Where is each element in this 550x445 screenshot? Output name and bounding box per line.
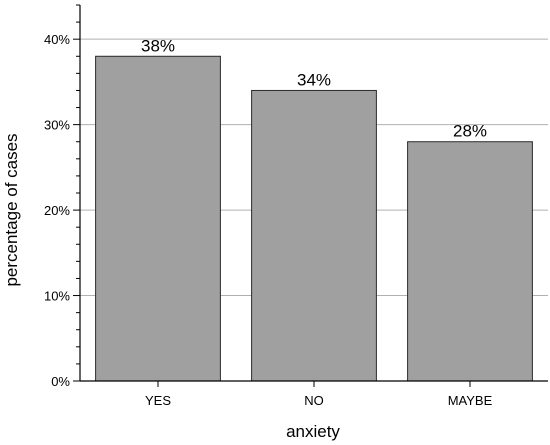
bars	[95, 55, 533, 382]
x-tick-label: MAYBE	[448, 393, 493, 408]
y-tick-label: 10%	[44, 289, 70, 304]
bar-yes	[95, 55, 221, 382]
y-tick-label: 20%	[44, 203, 70, 218]
data-label: 34%	[297, 70, 331, 89]
bar-maybe	[407, 141, 533, 382]
data-labels: 38% 34% 28%	[141, 36, 487, 140]
y-tick-label: 30%	[44, 118, 70, 133]
x-tick-label: YES	[145, 393, 171, 408]
y-tick-label: 40%	[44, 32, 70, 47]
data-label: 28%	[453, 122, 487, 141]
y-axis: 0% 10% 20% 30% 40%	[44, 4, 81, 389]
y-tick-label: 0%	[51, 374, 70, 389]
bar-no	[251, 89, 377, 382]
data-label: 38%	[141, 36, 175, 55]
x-axis-title: anxiety	[286, 422, 340, 441]
x-axis: YES NO MAYBE	[80, 380, 548, 408]
x-tick-label: NO	[304, 393, 324, 408]
y-axis-title: percentage of cases	[2, 133, 21, 286]
